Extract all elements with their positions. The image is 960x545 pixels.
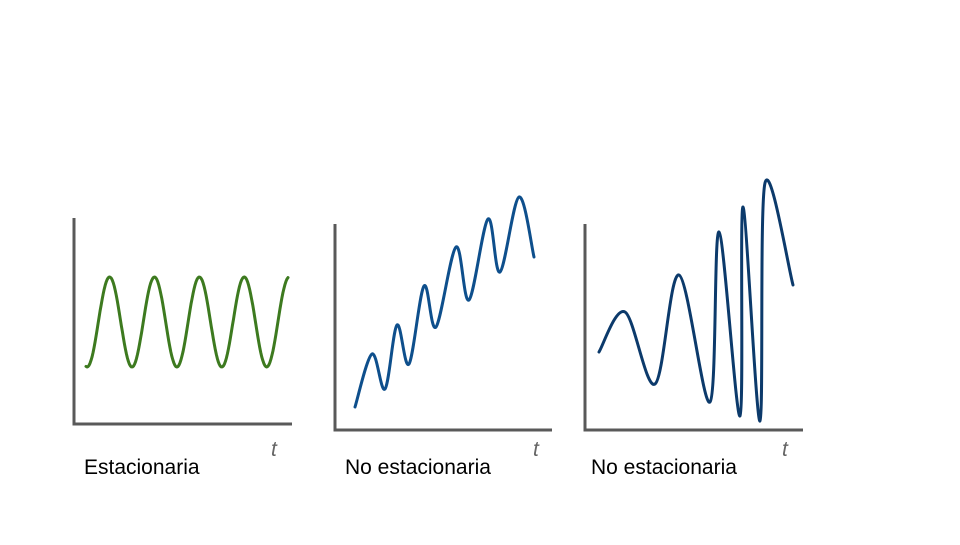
- panel-stationary: t: [72, 218, 292, 461]
- panel-2-caption: No estacionaria: [345, 456, 491, 479]
- panel-1-curve: [84, 275, 290, 369]
- panel-1-axis-label: t: [271, 438, 278, 461]
- panel-2-curve: [353, 195, 536, 409]
- panel-trend: t: [333, 195, 552, 461]
- panel-3-axis-label: t: [782, 438, 789, 461]
- panel-2-axis-label: t: [533, 438, 540, 461]
- panel-1-caption: Estacionaria: [84, 456, 200, 479]
- panel-3-caption: No estacionaria: [591, 456, 737, 479]
- panel-3-axes: [583, 224, 803, 432]
- panel-3-curve: [597, 178, 795, 423]
- panel-variance: t: [583, 178, 803, 461]
- panel-2-axes: [333, 224, 552, 432]
- panel-1-axes: [72, 218, 292, 426]
